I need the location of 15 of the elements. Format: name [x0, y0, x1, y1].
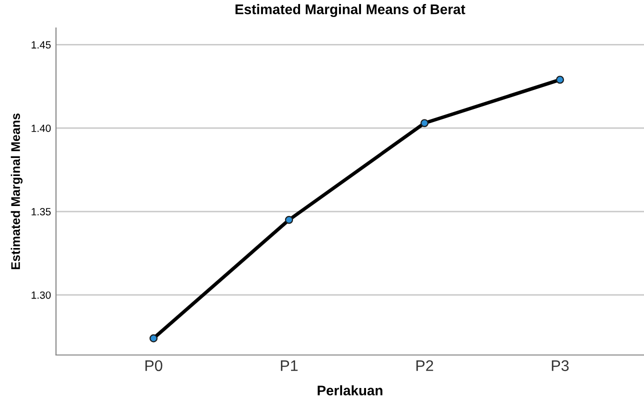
- point: [150, 334, 158, 342]
- point: [420, 119, 429, 128]
- point: [556, 76, 564, 84]
- x-axis-title: Perlakuan: [318, 385, 382, 396]
- x-tick-label: P0: [145, 360, 162, 372]
- y-tick-label: 1.30: [32, 291, 51, 299]
- y-axis-title: Estimated Marginal Means: [10, 114, 23, 270]
- y-tick-label: 1.35: [32, 208, 51, 216]
- x-tick-label: P3: [552, 360, 569, 372]
- x-tick-label: P1: [280, 360, 298, 371]
- y-tick-label: 1.40: [32, 124, 51, 132]
- chart-title: Estimated Marginal Means of Berat: [236, 4, 466, 18]
- y-tick-label: 1.45: [32, 41, 51, 49]
- x-tick-label: P2: [416, 360, 434, 371]
- point: [285, 216, 294, 224]
